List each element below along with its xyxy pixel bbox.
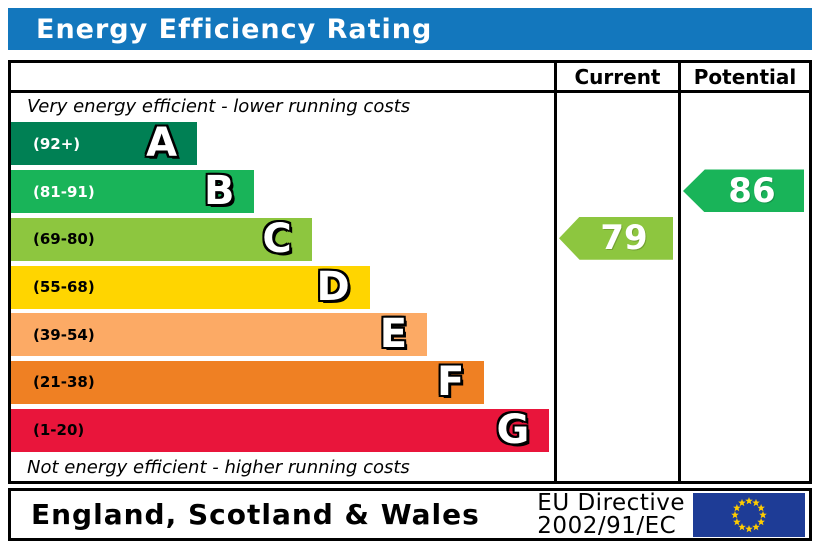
eu-directive-line2: 2002/91/EC xyxy=(537,512,677,539)
band-bar-b: (81-91) B xyxy=(11,168,255,215)
band-range-label: (81-91) xyxy=(33,182,95,201)
band-row-b: (81-91) B xyxy=(11,168,552,216)
footer-bar: England, Scotland & Wales EU Directive 2… xyxy=(8,488,812,541)
band-letter: B xyxy=(203,168,235,215)
band-range-label: (92+) xyxy=(33,134,81,153)
current-column-header: Current xyxy=(554,63,678,93)
band-bar-c: (69-80) C xyxy=(11,215,312,262)
band-chart-cell: Very energy efficient - lower running co… xyxy=(11,93,554,481)
band-letter: A xyxy=(146,120,178,167)
potential-header-label: Potential xyxy=(693,64,797,89)
bands-container: (92+) A (81-91) B (69-80) C (55-68) D (39-54) E (2… xyxy=(11,120,554,454)
bottom-caption: Not energy efficient - higher running co… xyxy=(27,457,410,478)
band-bar-a: (92+) A xyxy=(11,120,198,167)
top-caption: Very energy efficient - lower running co… xyxy=(27,96,411,117)
page-title: Energy Efficiency Rating xyxy=(36,13,433,45)
eu-flag-icon xyxy=(693,492,805,537)
band-row-c: (69-80) C xyxy=(11,215,552,263)
band-range-label: (69-80) xyxy=(33,230,95,249)
band-letter: C xyxy=(262,215,292,262)
band-bar-g: (1-20) G xyxy=(11,406,550,453)
band-row-a: (92+) A xyxy=(11,120,552,168)
band-letter: D xyxy=(316,263,350,310)
current-header-label: Current xyxy=(574,64,661,89)
band-bar-d: (55-68) D xyxy=(11,263,370,310)
band-row-e: (39-54) E xyxy=(11,311,552,359)
current-rating-value: 79 xyxy=(600,218,648,259)
current-rating-arrow: 79 xyxy=(559,216,673,260)
band-range-label: (39-54) xyxy=(33,325,95,344)
band-range-label: (55-68) xyxy=(33,278,95,297)
rating-table: Current Potential Very energy efficient … xyxy=(8,60,812,484)
title-bar: Energy Efficiency Rating xyxy=(8,8,812,50)
region-label: England, Scotland & Wales xyxy=(31,498,480,531)
eu-directive-text: EU Directive 2002/91/EC xyxy=(537,489,685,539)
potential-rating-value: 86 xyxy=(728,170,776,211)
band-row-g: (1-20) G xyxy=(11,406,552,454)
band-range-label: (1-20) xyxy=(33,421,85,440)
current-column: 79 xyxy=(554,93,678,481)
band-letter: F xyxy=(437,358,465,405)
potential-column-header: Potential xyxy=(678,63,809,93)
band-chart-area: Very energy efficient - lower running co… xyxy=(11,93,554,481)
eu-directive-line1: EU Directive xyxy=(537,489,685,516)
band-row-d: (55-68) D xyxy=(11,263,552,311)
potential-arrow-shape: 86 xyxy=(683,169,804,213)
potential-rating-arrow: 86 xyxy=(683,169,804,213)
band-bar-e: (39-54) E xyxy=(11,311,428,358)
band-letter: G xyxy=(496,406,530,453)
band-range-label: (21-38) xyxy=(33,373,95,392)
potential-column: 86 xyxy=(678,93,809,481)
header-spacer-cell xyxy=(11,63,554,93)
band-bar-f: (21-38) F xyxy=(11,358,485,405)
band-letter: E xyxy=(379,311,408,358)
band-row-f: (21-38) F xyxy=(11,359,552,407)
current-arrow-shape: 79 xyxy=(559,216,673,260)
